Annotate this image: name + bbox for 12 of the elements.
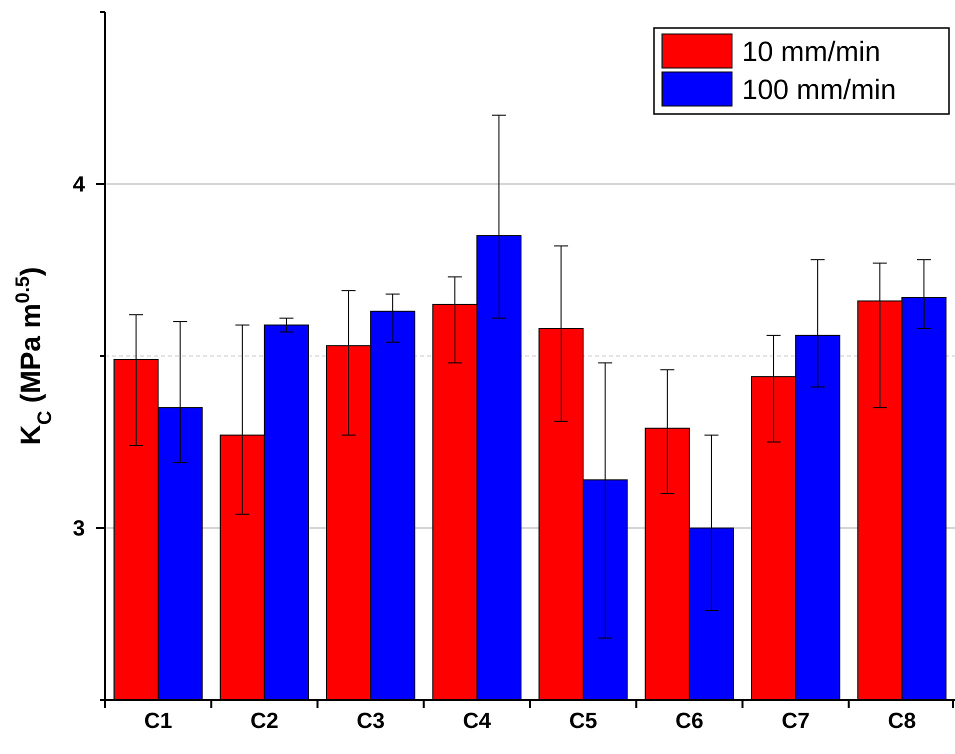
x-tick-label: C7 xyxy=(782,708,810,733)
x-tick-label: C1 xyxy=(144,708,172,733)
y-tick-label: 4 xyxy=(72,172,86,197)
x-tick-label: C2 xyxy=(250,708,278,733)
legend-label: 10 mm/min xyxy=(742,36,880,67)
y-tick-label: 3 xyxy=(72,516,85,541)
x-tick-label: C5 xyxy=(569,708,598,733)
x-tick-label: C8 xyxy=(888,708,916,733)
x-tick-label: C4 xyxy=(462,708,492,733)
legend-label: 100 mm/min xyxy=(742,74,896,105)
x-tick-label: C6 xyxy=(675,708,704,733)
x-tick-label: C3 xyxy=(356,708,385,733)
